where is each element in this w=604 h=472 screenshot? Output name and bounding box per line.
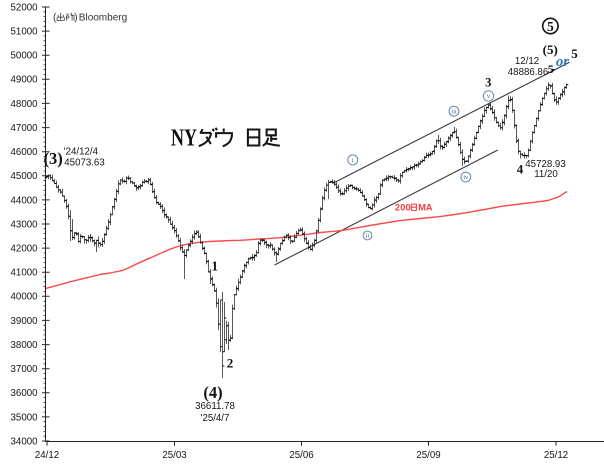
svg-text:(4): (4) — [203, 383, 222, 402]
svg-text:12/12: 12/12 — [515, 56, 539, 67]
svg-text:5: 5 — [547, 19, 554, 34]
svg-text:49000: 49000 — [11, 75, 39, 86]
svg-text:42000: 42000 — [11, 244, 39, 255]
svg-text:iii: iii — [451, 108, 457, 115]
svg-text:NY: NY — [171, 125, 197, 152]
svg-text:(5): (5) — [543, 42, 558, 57]
svg-text:41000: 41000 — [11, 268, 39, 279]
svg-text:25/06: 25/06 — [289, 450, 313, 461]
svg-text:'24/12/4: '24/12/4 — [64, 147, 99, 158]
svg-text:1: 1 — [211, 259, 218, 274]
svg-text:(3): (3) — [44, 149, 63, 168]
svg-text:51000: 51000 — [11, 27, 39, 38]
svg-text:44000: 44000 — [11, 195, 39, 206]
svg-text:24/12: 24/12 — [35, 450, 59, 461]
svg-text:36611.78: 36611.78 — [195, 401, 235, 412]
svg-text:48000: 48000 — [11, 99, 39, 110]
svg-text:52000: 52000 — [11, 2, 39, 13]
svg-text:5: 5 — [548, 62, 554, 76]
svg-text:iv: iv — [463, 174, 469, 181]
svg-text:38000: 38000 — [11, 340, 39, 351]
svg-text:35000: 35000 — [11, 412, 39, 423]
svg-text:45073.63: 45073.63 — [64, 158, 104, 169]
svg-text:43000: 43000 — [11, 219, 39, 230]
svg-text:25/09: 25/09 — [416, 450, 440, 461]
svg-text:11/20: 11/20 — [534, 169, 558, 180]
svg-text:5: 5 — [571, 46, 578, 61]
svg-text:37000: 37000 — [11, 364, 39, 375]
svg-text:): ) — [74, 13, 77, 24]
svg-text:50000: 50000 — [11, 51, 39, 62]
svg-text:2: 2 — [227, 356, 234, 371]
svg-text:v: v — [487, 93, 491, 100]
svg-text:46000: 46000 — [11, 147, 39, 158]
svg-text:ii: ii — [366, 233, 370, 240]
svg-text:Bloomberg: Bloomberg — [79, 13, 127, 24]
svg-text:(: ( — [53, 13, 57, 24]
svg-text:48886.86: 48886.86 — [508, 67, 548, 78]
svg-text:25/12: 25/12 — [544, 450, 568, 461]
svg-text:4: 4 — [517, 161, 524, 176]
svg-text:i: i — [352, 157, 354, 164]
svg-text:36000: 36000 — [11, 388, 39, 399]
svg-text:3: 3 — [485, 75, 491, 89]
svg-text:or: or — [556, 54, 569, 70]
svg-text:45000: 45000 — [11, 171, 39, 182]
svg-text:200: 200 — [395, 202, 411, 212]
svg-text:'25/4/7: '25/4/7 — [201, 413, 230, 424]
svg-text:34000: 34000 — [11, 436, 39, 447]
svg-text:40000: 40000 — [11, 292, 39, 303]
svg-text:39000: 39000 — [11, 316, 39, 327]
svg-text:MA: MA — [418, 202, 433, 212]
svg-text:45728.93: 45728.93 — [525, 159, 565, 170]
svg-text:25/03: 25/03 — [162, 450, 186, 461]
svg-text:47000: 47000 — [11, 123, 39, 134]
